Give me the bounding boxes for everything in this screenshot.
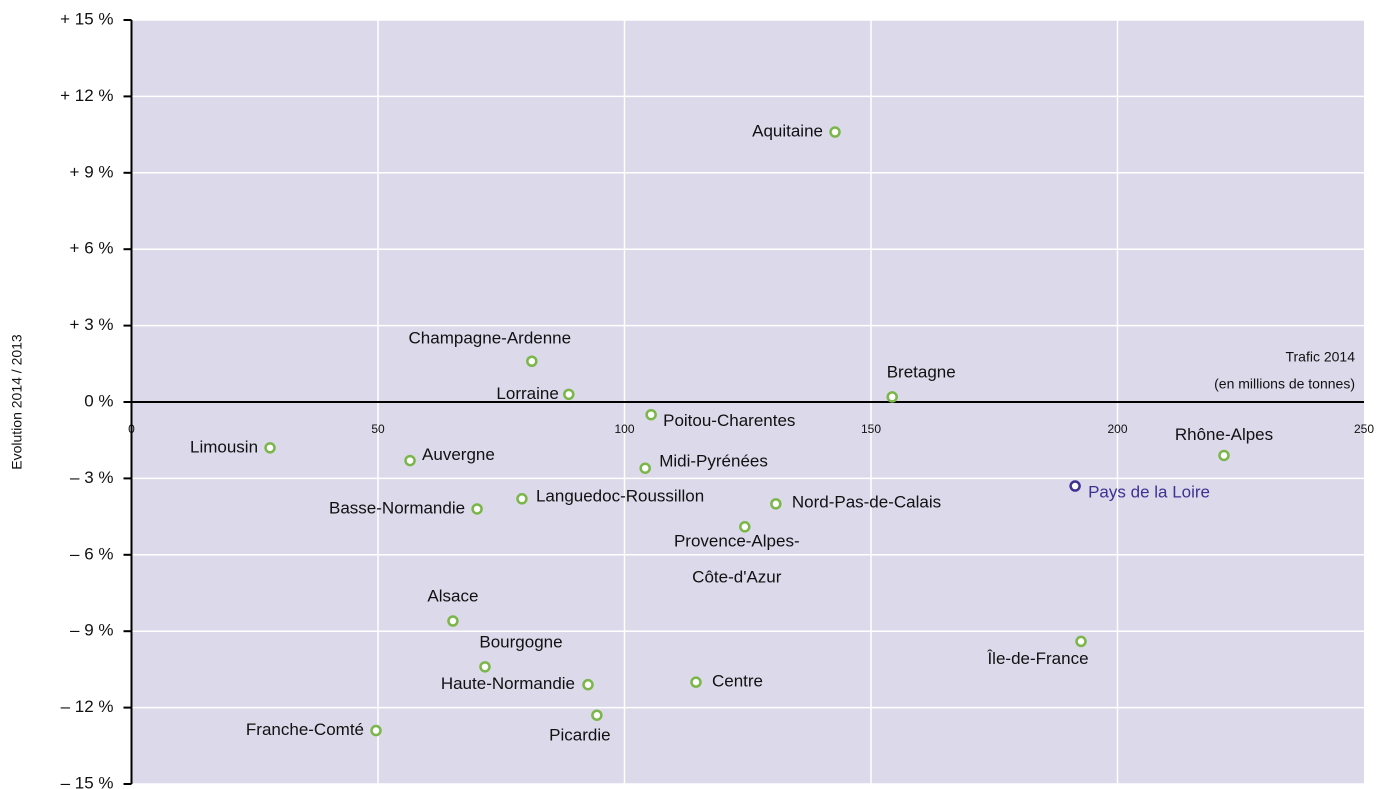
point — [690, 676, 702, 688]
x-tick-label: 250 — [1354, 422, 1374, 436]
point — [639, 462, 651, 474]
point-label: Franche-Comté — [246, 720, 364, 739]
point-label: Auvergne — [422, 445, 495, 464]
point — [471, 503, 483, 515]
y-tick-label: + 9 % — [70, 162, 114, 181]
point — [582, 678, 594, 691]
y-tick-label: 0 % — [84, 391, 113, 410]
point — [770, 498, 782, 510]
point — [563, 388, 575, 401]
point — [829, 126, 841, 138]
x-tick-label: 150 — [861, 422, 881, 436]
x-tick-label: 50 — [371, 422, 385, 436]
point — [1075, 635, 1087, 648]
y-tick-label: + 3 % — [70, 315, 114, 334]
x-tick-label: 200 — [1107, 422, 1127, 436]
point-label: Lorraine — [496, 384, 558, 403]
point-label: Midi-Pyrénées — [659, 452, 768, 471]
point-label: Champagne-Ardenne — [409, 329, 572, 348]
point — [264, 442, 276, 454]
point-label: Côte-d'Azur — [692, 567, 782, 586]
point-label: Bretagne — [887, 362, 956, 381]
x-axis-label: (en millions de tonnes) — [1214, 376, 1355, 392]
point-label: Île-de-France — [986, 649, 1088, 668]
point-label: Picardie — [549, 726, 610, 745]
point — [479, 661, 491, 673]
point-label: Rhône-Alpes — [1175, 425, 1273, 444]
point-label: Pays de la Loire — [1088, 483, 1210, 502]
x-tick-label: 100 — [614, 422, 634, 436]
y-tick-label: + 15 % — [60, 9, 113, 28]
y-tick-label: – 9 % — [70, 621, 113, 640]
y-tick-label: – 15 % — [61, 773, 114, 789]
point — [645, 408, 657, 421]
point — [1069, 480, 1081, 492]
point-label: Poitou-Charentes — [663, 411, 795, 430]
point — [404, 454, 416, 467]
y-tick-label: + 6 % — [70, 239, 114, 258]
point-label: Aquitaine — [752, 122, 823, 141]
point-label: Bourgogne — [479, 632, 562, 651]
y-tick-label: + 12 % — [60, 86, 113, 105]
point — [516, 493, 528, 505]
y-tick-label: – 12 % — [61, 697, 114, 716]
point-label: Languedoc-Roussillon — [536, 486, 704, 505]
point-label: Limousin — [190, 437, 258, 456]
point — [591, 709, 603, 721]
point — [526, 355, 538, 368]
point — [886, 391, 898, 403]
point — [447, 615, 459, 627]
point-label: Centre — [712, 672, 763, 691]
y-tick-label: – 6 % — [70, 544, 113, 563]
point — [370, 724, 382, 737]
point-label: Haute-Normandie — [441, 674, 575, 693]
point — [1218, 449, 1230, 462]
y-axis-label: Evolution 2014 / 2013 — [9, 334, 25, 470]
point-label: Nord-Pas-de-Calais — [792, 492, 941, 511]
point — [739, 521, 751, 533]
x-axis-label: Trafic 2014 — [1285, 349, 1355, 365]
point-label: Basse-Normandie — [329, 498, 465, 517]
y-tick-label: – 3 % — [70, 468, 113, 487]
point-label: Provence-Alpes- — [674, 531, 800, 550]
point-label: Alsace — [427, 586, 478, 605]
